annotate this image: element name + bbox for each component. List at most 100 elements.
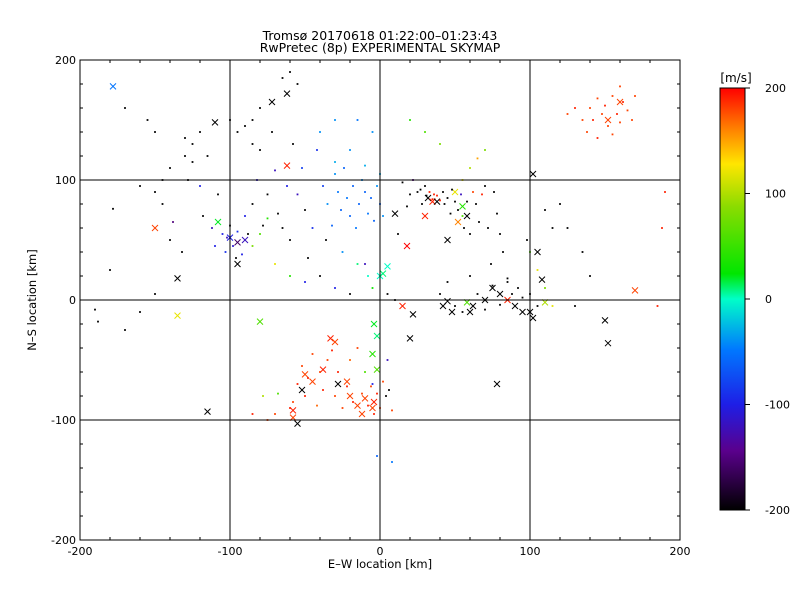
scatter-point-dot xyxy=(469,233,471,235)
scatter-point-x xyxy=(331,338,339,346)
scatter-point-dot xyxy=(385,395,387,397)
scatter-point-x xyxy=(534,248,541,256)
scatter-point-x xyxy=(369,404,376,412)
scatter-point-dot xyxy=(307,257,309,259)
scatter-point-dot xyxy=(281,227,284,229)
scatter-point-dot xyxy=(139,311,141,313)
scatter-point-dot xyxy=(592,119,594,121)
scatter-point-dot xyxy=(296,193,299,196)
scatter-point-dot xyxy=(457,209,459,211)
scatter-point-dot xyxy=(251,143,254,145)
scatter-point-dot xyxy=(364,263,366,265)
scatter-point-dot xyxy=(596,97,599,100)
scatter-point-dot xyxy=(619,121,621,124)
scatter-point-x xyxy=(403,242,411,250)
scatter-point-dot xyxy=(361,392,363,395)
scatter-point-x xyxy=(174,275,181,282)
x-tick-label: -200 xyxy=(68,545,93,558)
scatter-point-x xyxy=(354,402,361,409)
scatter-point-dot xyxy=(109,269,111,271)
scatter-point-x xyxy=(234,260,241,268)
scatter-point-dot xyxy=(461,215,464,217)
scatter-point-dot xyxy=(325,239,327,241)
scatter-point-dot xyxy=(349,293,351,295)
scatter-point-dot xyxy=(476,157,479,160)
scatter-point-dot xyxy=(277,392,279,395)
scatter-point-dot xyxy=(199,131,201,133)
scatter-point-dot xyxy=(367,404,369,407)
scatter-point-dot xyxy=(371,287,374,289)
scatter-point-dot xyxy=(224,251,227,253)
scatter-point-dot xyxy=(443,203,446,205)
scatter-point-x xyxy=(496,290,504,298)
scatter-point-x xyxy=(109,83,117,90)
colorbar xyxy=(719,87,746,511)
scatter-point-dot xyxy=(358,203,360,205)
scatter-point-dot xyxy=(341,251,344,253)
scatter-point-dot xyxy=(551,305,554,307)
y-tick-label: 200 xyxy=(55,54,76,67)
scatter-point-x xyxy=(204,408,211,415)
scatter-point-x xyxy=(406,335,414,342)
scatter-point-dot xyxy=(607,125,609,127)
scatter-point-dot xyxy=(626,109,629,112)
scatter-point-x xyxy=(444,297,451,305)
scatter-point-dot xyxy=(334,119,336,121)
scatter-points xyxy=(94,71,666,463)
scatter-point-dot xyxy=(251,203,254,205)
scatter-point-dot xyxy=(544,287,546,289)
scatter-point-dot xyxy=(334,395,336,397)
scatter-point-dot xyxy=(536,305,539,307)
scatter-point-dot xyxy=(611,133,614,136)
scatter-point-dot xyxy=(331,224,333,227)
scatter-point-dot xyxy=(262,395,264,397)
scatter-point-dot xyxy=(319,131,321,133)
axis-ticks: -200 -100 0 100 200 -200 -100 0 100 200 xyxy=(51,54,690,558)
scatter-point-dot xyxy=(334,287,336,289)
scatter-point-dot xyxy=(544,209,546,211)
scatter-point-x xyxy=(334,380,342,388)
scatter-point-dot xyxy=(475,203,477,205)
scatter-point-dot xyxy=(419,188,422,191)
scatter-point-dot xyxy=(506,277,509,280)
scatter-point-dot xyxy=(484,308,486,311)
scatter-point-dot xyxy=(376,392,378,395)
scatter-point-dot xyxy=(334,161,336,163)
colorbar-ticks: 200 100 0 -100 -200 xyxy=(745,82,790,517)
scatter-point-dot xyxy=(502,251,504,253)
y-tick-label: -100 xyxy=(51,414,76,427)
scatter-point-dot xyxy=(460,193,462,196)
scatter-point-dot xyxy=(304,209,306,211)
scatter-point-dot xyxy=(217,193,219,196)
scatter-point-dot xyxy=(301,167,303,169)
scatter-point-x xyxy=(451,188,459,196)
scatter-point-dot xyxy=(446,197,449,199)
scatter-point-dot xyxy=(596,137,599,139)
scatter-point-x xyxy=(369,350,376,358)
scatter-point-dot xyxy=(574,107,576,109)
scatter-point-dot xyxy=(472,191,474,193)
scatter-point-dot xyxy=(341,407,344,409)
scatter-point-dot xyxy=(589,275,591,277)
scatter-point-x xyxy=(370,320,378,328)
scatter-point-dot xyxy=(172,221,174,223)
y-tick-label: -200 xyxy=(51,534,76,547)
scatter-point-x xyxy=(346,392,354,400)
scatter-point-x xyxy=(211,119,219,126)
scatter-point-dot xyxy=(604,104,606,107)
scatter-point-x xyxy=(631,287,639,294)
scatter-point-dot xyxy=(370,197,372,199)
scatter-point-dot xyxy=(376,185,378,187)
scatter-point-dot xyxy=(316,149,318,151)
scatter-point-x xyxy=(289,407,297,414)
scatter-point-dot xyxy=(496,212,498,215)
scatter-point-dot xyxy=(304,281,306,283)
scatter-point-dot xyxy=(296,83,299,85)
scatter-point-x xyxy=(309,378,316,385)
scatter-point-dot xyxy=(559,203,561,205)
scatter-point-dot xyxy=(416,191,419,193)
scatter-point-dot xyxy=(356,347,359,349)
scatter-point-dot xyxy=(191,143,194,145)
scatter-point-dot xyxy=(271,131,273,133)
